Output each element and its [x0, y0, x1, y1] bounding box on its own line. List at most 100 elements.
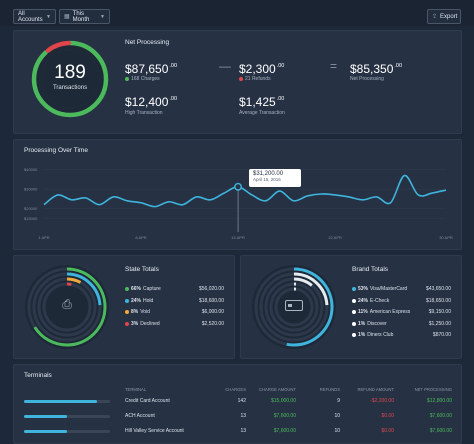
minus-icon: —: [219, 59, 231, 73]
gross-value: $87,650.00: [125, 62, 178, 76]
legend-dot-icon: [125, 321, 129, 326]
refunds-value: $2,300.00: [239, 62, 285, 76]
legend-item: 1% Diners Club: [352, 332, 393, 338]
y-tick-label: $15000: [24, 216, 38, 221]
legend-item: 24% Hold: [125, 298, 153, 304]
legend-item: 3% Declined: [125, 321, 160, 327]
legend-label: Diners Club: [367, 332, 394, 338]
legend-label: Visa/MasterCard: [370, 286, 408, 292]
legend-pct: 24%: [131, 297, 142, 304]
y-tick-label: $30000: [24, 187, 38, 192]
net-value: $85,350.00: [350, 62, 403, 76]
state-totals-ring: [25, 265, 109, 349]
x-tick-label: 1 APR: [38, 235, 49, 240]
terminal-refund-amount: $0.00: [381, 413, 394, 419]
legend-pct: 24%: [358, 297, 369, 304]
processing-series-line: [43, 174, 447, 208]
terminal-bar-fill: [24, 400, 98, 403]
col-refund-amount: Refund Amount: [357, 387, 394, 392]
net-processing-panel: 189 Transactions Net Processing $87,650.…: [13, 30, 462, 134]
equals-icon: =: [330, 59, 338, 73]
chart-tooltip: $31,200.00 April 15, 2016: [249, 169, 301, 187]
ring-arc: [37, 277, 97, 337]
average-value: $1,425.00: [239, 95, 285, 109]
legend-pct: 11%: [358, 309, 368, 315]
x-tick-label: 8 APR: [135, 235, 146, 240]
net-processing-title: Net Processing: [125, 39, 170, 46]
highlight-point[interactable]: [234, 182, 242, 191]
ring-arc: [32, 272, 102, 342]
legend-label: Void: [140, 309, 150, 315]
terminal-bar-track: [24, 415, 110, 418]
terminal-name[interactable]: Hill Valley Service Account: [125, 428, 184, 434]
legend-pct: 1%: [358, 320, 366, 327]
green-dot-icon: [125, 77, 129, 81]
legend-amount: $9,150.00: [428, 309, 451, 315]
terminals-title: Terminals: [24, 372, 52, 379]
chevron-down-icon: ▼: [46, 13, 51, 20]
ring-arc: [274, 287, 314, 327]
x-tick-label: 15 APR: [231, 235, 245, 240]
transactions-label: Transactions: [52, 85, 88, 91]
tooltip-value: $31,200.00: [253, 171, 284, 177]
legend-pct: 66%: [131, 286, 142, 292]
legend-amount: $1,250.00: [428, 320, 451, 327]
legend-dot-icon: [352, 333, 356, 337]
terminal-net: $12,800.00: [426, 398, 452, 404]
legend-amount: $56,020.00: [198, 286, 224, 292]
legend-item: 66% Capture: [125, 286, 161, 292]
legend-dot-icon: [352, 321, 356, 326]
export-label: Export: [440, 13, 458, 20]
average-sub: Average Transaction: [239, 110, 285, 116]
legend-label: Discover: [367, 320, 387, 327]
legend-amount: $870.00: [432, 332, 451, 338]
accounts-label: All Accounts: [18, 10, 43, 23]
ring-arc: [264, 277, 324, 337]
accounts-dropdown[interactable]: All Accounts ▼: [13, 9, 56, 24]
ring-arc: [269, 282, 319, 332]
export-button[interactable]: ⇪ Export: [427, 9, 461, 24]
col-net-processing: Net Processing: [414, 387, 452, 392]
terminal-name[interactable]: ACH Account: [125, 413, 155, 419]
period-dropdown[interactable]: ▦ This Month ▼: [59, 9, 110, 24]
terminal-refunds: 9: [337, 398, 340, 404]
legend-amount: $6,000.00: [201, 309, 224, 315]
state-totals-panel: ⎙ State Totals 66% Capture $56,020.00 24% Ho…: [13, 255, 235, 359]
terminal-bar-track: [24, 430, 110, 433]
net-sub: Net Processing: [350, 76, 384, 82]
terminal-refund-amount: -$2,200.00: [370, 398, 394, 404]
legend-dot-icon: [352, 287, 356, 291]
legend-dot-icon: [125, 310, 129, 314]
terminal-charges: 13: [240, 413, 246, 419]
terminal-name[interactable]: Credit Card Account: [125, 398, 170, 404]
export-icon: ⇪: [432, 14, 438, 20]
legend-label: E-Check: [370, 297, 390, 304]
y-tick-label: $20000: [24, 206, 38, 211]
terminal-charge-amount: $7,600.00: [273, 413, 296, 419]
legend-amount: $43,650.00: [425, 286, 451, 292]
legend-dot-icon: [352, 310, 356, 314]
terminal-refunds: 10: [334, 413, 340, 419]
transactions-count: 189: [54, 62, 86, 83]
ring-refunds-arc: [31, 40, 109, 118]
legend-item: 1% Discover: [352, 321, 387, 327]
calendar-icon: ▦: [64, 14, 70, 20]
period-label: This Month: [72, 10, 90, 23]
refunds-sub: 21 Refunds: [239, 76, 271, 82]
legend-amount: $18,650.00: [425, 297, 451, 304]
x-tick-label: 30 APR: [439, 235, 453, 240]
terminal-charge-amount: $7,600.00: [273, 428, 296, 434]
terminal-charges: 142: [237, 398, 246, 404]
col-charge-amount: Charge Amount: [259, 387, 296, 392]
credit-card-icon: [285, 300, 303, 311]
legend-item: 11% American Express: [352, 309, 410, 315]
col-charges: Charges: [225, 387, 246, 392]
legend-pct: 53%: [358, 286, 369, 292]
tooltip-date: April 15, 2016: [253, 177, 281, 182]
terminals-panel: Terminals Terminal Charges Charge Amount…: [13, 364, 462, 444]
legend-label: Hold: [143, 297, 154, 304]
brand-totals-panel: Brand Totals 53% Visa/MasterCard $43,650.0…: [240, 255, 462, 359]
ring-arc: [254, 267, 334, 347]
terminal-net: $7,600.00: [429, 428, 452, 434]
legend-label: Declined: [140, 320, 160, 327]
